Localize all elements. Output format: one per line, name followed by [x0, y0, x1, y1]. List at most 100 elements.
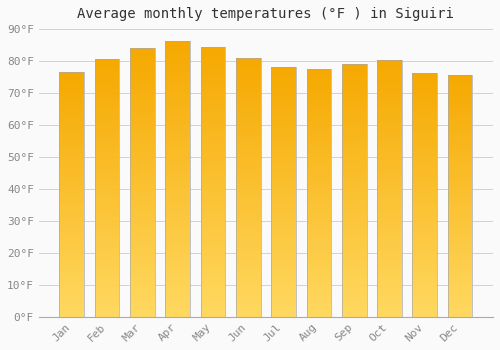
Bar — [130, 306, 155, 308]
Bar — [166, 72, 190, 74]
Bar — [306, 115, 331, 117]
Bar — [412, 102, 437, 104]
Bar — [94, 87, 120, 89]
Bar — [306, 138, 331, 140]
Bar — [271, 177, 296, 179]
Bar — [342, 147, 366, 148]
Bar — [60, 142, 84, 144]
Bar — [448, 193, 472, 195]
Bar — [200, 135, 226, 137]
Bar — [130, 247, 155, 249]
Bar — [306, 219, 331, 221]
Bar — [448, 153, 472, 154]
Bar — [236, 177, 260, 179]
Bar — [271, 71, 296, 72]
Bar — [377, 233, 402, 235]
Bar — [166, 313, 190, 315]
Bar — [200, 167, 226, 169]
Bar — [306, 133, 331, 135]
Bar — [412, 258, 437, 260]
Bar — [377, 269, 402, 271]
Bar — [166, 52, 190, 54]
Bar — [166, 153, 190, 155]
Bar — [448, 231, 472, 233]
Bar — [60, 113, 84, 114]
Bar — [448, 239, 472, 241]
Bar — [236, 243, 260, 244]
Bar — [448, 203, 472, 204]
Bar — [94, 195, 120, 197]
Bar — [60, 133, 84, 134]
Bar — [236, 234, 260, 236]
Bar — [306, 183, 331, 185]
Bar — [342, 120, 366, 121]
Bar — [448, 174, 472, 175]
Bar — [377, 120, 402, 122]
Bar — [94, 223, 120, 224]
Bar — [166, 89, 190, 91]
Title: Average monthly temperatures (°F ) in Siguiri: Average monthly temperatures (°F ) in Si… — [78, 7, 454, 21]
Bar — [60, 263, 84, 265]
Bar — [236, 310, 260, 312]
Bar — [342, 281, 366, 283]
Bar — [94, 102, 120, 104]
Bar — [377, 240, 402, 242]
Bar — [60, 235, 84, 237]
Bar — [94, 154, 120, 155]
Bar — [200, 47, 226, 48]
Bar — [236, 244, 260, 246]
Bar — [94, 121, 120, 123]
Bar — [342, 302, 366, 303]
Bar — [412, 167, 437, 169]
Bar — [236, 213, 260, 215]
Bar — [377, 312, 402, 313]
Bar — [448, 312, 472, 314]
Bar — [94, 250, 120, 252]
Bar — [200, 268, 226, 270]
Bar — [166, 164, 190, 166]
Bar — [342, 206, 366, 207]
Bar — [60, 292, 84, 294]
Bar — [448, 199, 472, 201]
Bar — [342, 90, 366, 91]
Bar — [200, 76, 226, 77]
Bar — [412, 263, 437, 265]
Bar — [130, 201, 155, 202]
Bar — [342, 288, 366, 290]
Bar — [94, 260, 120, 262]
Bar — [200, 194, 226, 196]
Bar — [166, 229, 190, 230]
Bar — [130, 249, 155, 251]
Bar — [94, 236, 120, 238]
Bar — [306, 294, 331, 295]
Bar — [448, 222, 472, 223]
Bar — [412, 127, 437, 128]
Bar — [448, 302, 472, 304]
Bar — [60, 248, 84, 250]
Bar — [200, 160, 226, 162]
Bar — [60, 310, 84, 312]
Bar — [448, 310, 472, 312]
Bar — [342, 73, 366, 74]
Bar — [60, 126, 84, 128]
Bar — [166, 179, 190, 181]
Bar — [130, 283, 155, 285]
Bar — [130, 295, 155, 297]
Bar — [377, 166, 402, 168]
Bar — [412, 162, 437, 164]
Bar — [94, 114, 120, 116]
Bar — [200, 155, 226, 156]
Bar — [236, 196, 260, 198]
Bar — [377, 148, 402, 149]
Bar — [130, 302, 155, 304]
Bar — [94, 73, 120, 75]
Bar — [130, 294, 155, 295]
Bar — [342, 69, 366, 71]
Bar — [166, 43, 190, 45]
Bar — [130, 73, 155, 75]
Bar — [306, 243, 331, 244]
Bar — [412, 113, 437, 115]
Bar — [271, 88, 296, 89]
Bar — [377, 266, 402, 267]
Bar — [200, 248, 226, 250]
